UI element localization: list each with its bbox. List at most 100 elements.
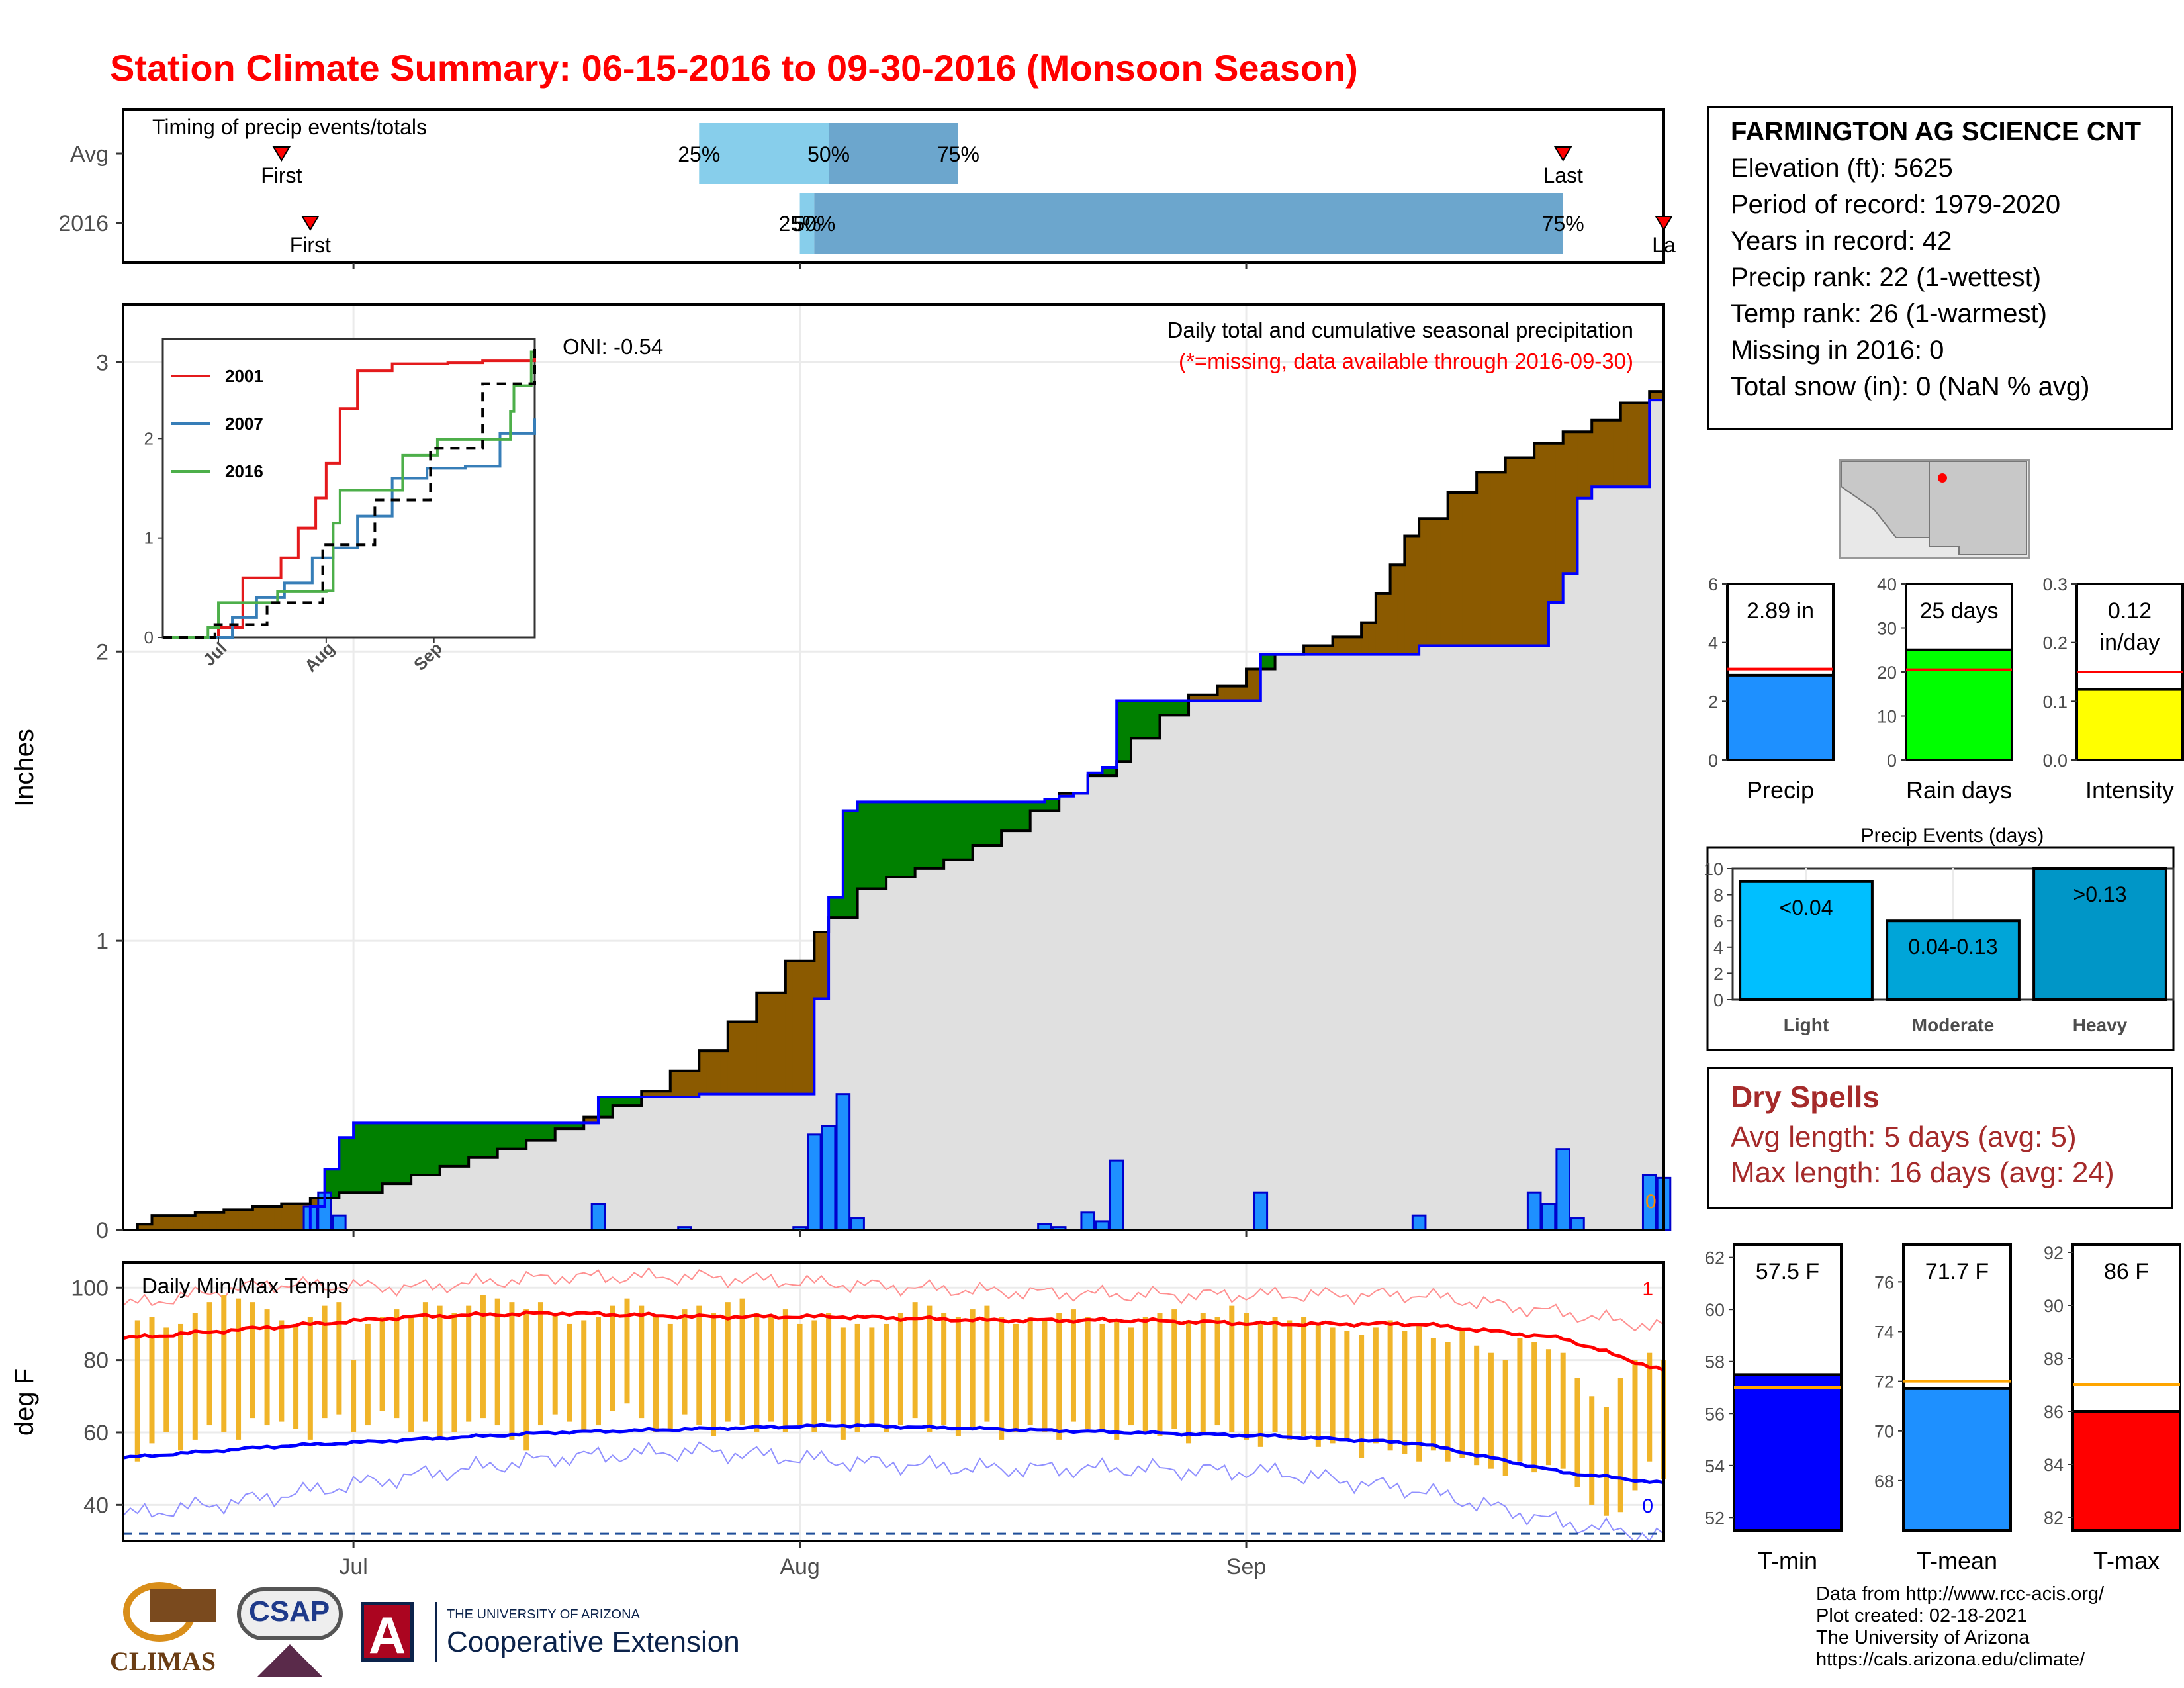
precip-deficit-area [252,1207,261,1230]
precip-deficit-area [1361,622,1369,655]
precip-surplus-area [447,1123,455,1166]
precip-deficit-area [1397,565,1406,655]
precip-surplus-area [1052,799,1060,811]
precip-surplus-area [533,1123,541,1141]
precip-deficit-area [1318,645,1326,655]
precip-deficit-area [1347,637,1355,655]
precip-summary-0-ytick-label: 0 [1708,751,1718,771]
precip-surplus-area [1044,799,1053,811]
precip-deficit-area [181,1215,189,1230]
precip-surplus-area [598,1097,606,1117]
precip-surplus-area [1181,700,1189,716]
precip-summary-0-ytick-label: 2 [1708,692,1718,712]
precip-deficit-area [310,1197,318,1207]
daily-precip-bar [1570,1217,1585,1231]
daily-temp-range-bar [1287,1320,1293,1440]
daily-precip-bar [807,1133,822,1231]
timing-first-label: First [261,164,302,187]
precip-surplus-area [951,802,959,860]
station-name: FARMINGTON AG SCIENCE CNT [1731,117,2142,146]
daily-temp-range-bar [221,1295,227,1432]
precip-deficit-area [1635,402,1643,487]
precip-deficit-area [662,1091,671,1098]
daily-temp-range-bar [1647,1352,1653,1462]
ua-small-text: THE UNIVERSITY OF ARIZONA [447,1607,640,1622]
precip-deficit-area [267,1207,275,1230]
daily-temp-range-bar [1056,1313,1062,1440]
daily-precip-bar [1411,1214,1427,1231]
precip-deficit-area [1419,518,1427,646]
precip-deficit-area [814,932,823,999]
precip-surplus-area [864,802,873,889]
daily-temp-range-bar [1244,1313,1250,1440]
precip-deficit-area [1404,536,1413,655]
temp-ytick-label: 100 [71,1276,109,1301]
precip-deficit-area [1613,420,1621,487]
timing-bar-q50-q75 [814,193,1563,254]
daily-temp-range-bar [610,1305,615,1411]
temp-summary-0-ytick-label: 56 [1705,1404,1725,1424]
daily-temp-range-bar [970,1309,976,1429]
daily-temp-range-bar [581,1320,587,1432]
temp-ytick-label: 40 [83,1493,109,1518]
inset-series-avg [163,345,536,639]
precip-deficit-area [1548,443,1557,602]
temp-summary-1-category-label: T-mean [1917,1547,1997,1574]
daily-temp-range-bar [1459,1331,1465,1458]
precip-deficit-area [238,1209,246,1230]
daily-temp-range-bar [1387,1320,1393,1451]
precip-summary-1-ytick-label: 10 [1877,707,1897,727]
daily-temp-range-bar [1560,1352,1566,1469]
ua-letter-icon: A [361,1602,414,1664]
precip-surplus-area [454,1123,463,1166]
precip-deficit-area [764,992,772,1094]
precip-deficit-area [159,1215,167,1230]
temp-summary-0-value-label: 57.5 F [1756,1259,1819,1284]
dry-spells-panel: Dry Spells Avg length: 5 days (avg: 5) M… [1707,1067,2173,1209]
precip-deficit-area [713,1051,721,1094]
precip-surplus-area [634,1097,643,1106]
precip-deficit-area [1066,793,1074,796]
precip-summary-1-ytick-label: 20 [1877,663,1897,682]
daily-temp-range-bar [1128,1327,1134,1426]
precip-deficit-area [1541,443,1549,646]
precip-surplus-area [965,802,974,860]
precip-summary-1-bar [1905,648,2013,761]
daily-temp-range-bar [379,1317,385,1411]
temp-summary-1-value-label: 71.7 F [1925,1259,1989,1284]
precip-deficit-area [821,932,829,999]
timing-q75-label: 75% [937,142,979,166]
precip-deficit-area [1584,432,1593,498]
daily-temp-range-bar [1257,1323,1263,1447]
hot-days-count: 1 [1642,1278,1653,1300]
daily-precip-bar [1080,1211,1096,1231]
credit-plot-created: Plot created: 02-18-2021 [1816,1605,2028,1626]
inset-ytick-label: 2 [144,428,154,448]
precip-deficit-area [245,1209,253,1230]
precip-deficit-area [1189,694,1197,701]
inset-ytick-label: 1 [144,528,154,548]
precip-summary-1-ytick-label: 0 [1887,751,1897,771]
precip-deficit-area [1477,472,1484,646]
precip-summary-0-ytick-label: 4 [1708,633,1718,653]
events-category-label: Heavy [2073,1015,2128,1035]
daily-temp-range-bar [711,1313,717,1436]
precip-deficit-area [1232,686,1240,701]
precip-surplus-area [339,1137,347,1193]
avg-cumulative-line [123,379,1665,1231]
daily-temp-range-bar [1632,1360,1638,1491]
precip-deficit-area [1246,669,1254,701]
precip-deficit-area [1440,518,1449,646]
events-ytick-label: 0 [1713,990,1723,1010]
precip-surplus-area [425,1123,433,1175]
precip-surplus-area [936,802,944,868]
precip-ylabel: Inches [10,729,39,807]
precip-deficit-area [296,1203,304,1230]
precip-surplus-area [1167,700,1175,716]
precip-deficit-area [684,1070,693,1098]
tmin-record-line [122,1441,1664,1543]
daily-precip-bar [850,1217,865,1231]
station-period: Period of record: 1979-2020 [1731,190,2061,219]
csap-logo: CSAP [230,1583,349,1683]
precip-deficit-area [1375,593,1384,655]
